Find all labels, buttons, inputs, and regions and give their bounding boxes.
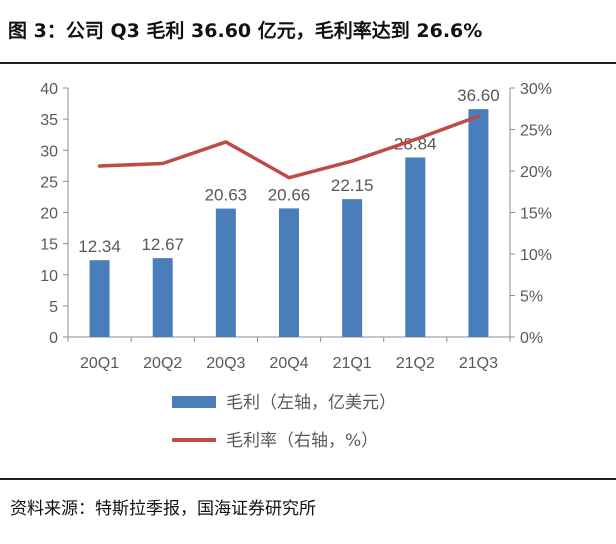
- x-tick-label: 21Q2: [396, 355, 435, 372]
- x-tick-label: 20Q2: [143, 355, 182, 372]
- figure-footer: 资料来源：特斯拉季报，国海证券研究所: [0, 478, 616, 519]
- bar: [89, 260, 110, 337]
- bar: [215, 208, 236, 337]
- bar: [468, 109, 489, 337]
- legend-swatch-bar: [172, 396, 216, 408]
- x-tick-label: 21Q3: [459, 355, 498, 372]
- legend-label-bar: 毛利（左轴，亿美元）: [226, 393, 396, 413]
- figure-header: 图 3：公司 Q3 毛利 36.60 亿元，毛利率达到 26.6%: [0, 0, 616, 64]
- y-left-tick-label: 20: [40, 206, 58, 223]
- combo-chart: 0 5 10 15 20 25 30 35 40 0% 5% 10% 15% 20% 25% 30% 20Q1 2…: [40, 81, 552, 451]
- y-left-tick-label: 10: [40, 268, 58, 285]
- bar-value-label: 36.60: [457, 86, 500, 105]
- y-left-tick-label: 5: [49, 299, 58, 316]
- legend-label-line: 毛利率（右轴，%）: [226, 431, 378, 451]
- y-right-tick-label: 25%: [520, 123, 552, 140]
- y-left-tick-label: 0: [49, 330, 58, 347]
- bar: [279, 208, 299, 337]
- x-tick-label: 20Q1: [80, 355, 119, 372]
- y-left-tick-label: 30: [40, 143, 58, 160]
- bar-value-label: 28.84: [394, 134, 437, 153]
- line-series-gross-margin: [97, 114, 481, 180]
- bar: [152, 258, 173, 337]
- figure-title: 图 3：公司 Q3 毛利 36.60 亿元，毛利率达到 26.6%: [8, 20, 483, 42]
- y-left-tick-label: 15: [40, 237, 58, 254]
- y-right-tick-label: 10%: [520, 247, 552, 264]
- y-right-tick-label: 0%: [520, 330, 543, 347]
- bar: [342, 199, 363, 337]
- bar-value-label: 20.63: [205, 186, 248, 205]
- y-right-tick-label: 30%: [520, 81, 552, 98]
- x-tick-label: 20Q4: [269, 355, 308, 372]
- bar: [405, 157, 426, 337]
- y-left-tick-label: 40: [40, 81, 58, 98]
- bar-value-label: 22.15: [331, 176, 374, 195]
- bar-value-label: 12.67: [141, 235, 184, 254]
- x-tick-label: 21Q1: [333, 355, 372, 372]
- bar-value-label: 20.66: [268, 185, 311, 204]
- y-right-tick-label: 5%: [520, 289, 543, 306]
- bar-value-label: 12.34: [78, 237, 121, 256]
- y-right-tick-label: 20%: [520, 164, 552, 181]
- y-left-tick-label: 35: [40, 112, 58, 129]
- y-left-tick-label: 25: [40, 174, 58, 191]
- y-right-tick-label: 15%: [520, 206, 552, 223]
- source-note: 资料来源：特斯拉季报，国海证券研究所: [10, 499, 316, 519]
- x-tick-label: 20Q3: [206, 355, 245, 372]
